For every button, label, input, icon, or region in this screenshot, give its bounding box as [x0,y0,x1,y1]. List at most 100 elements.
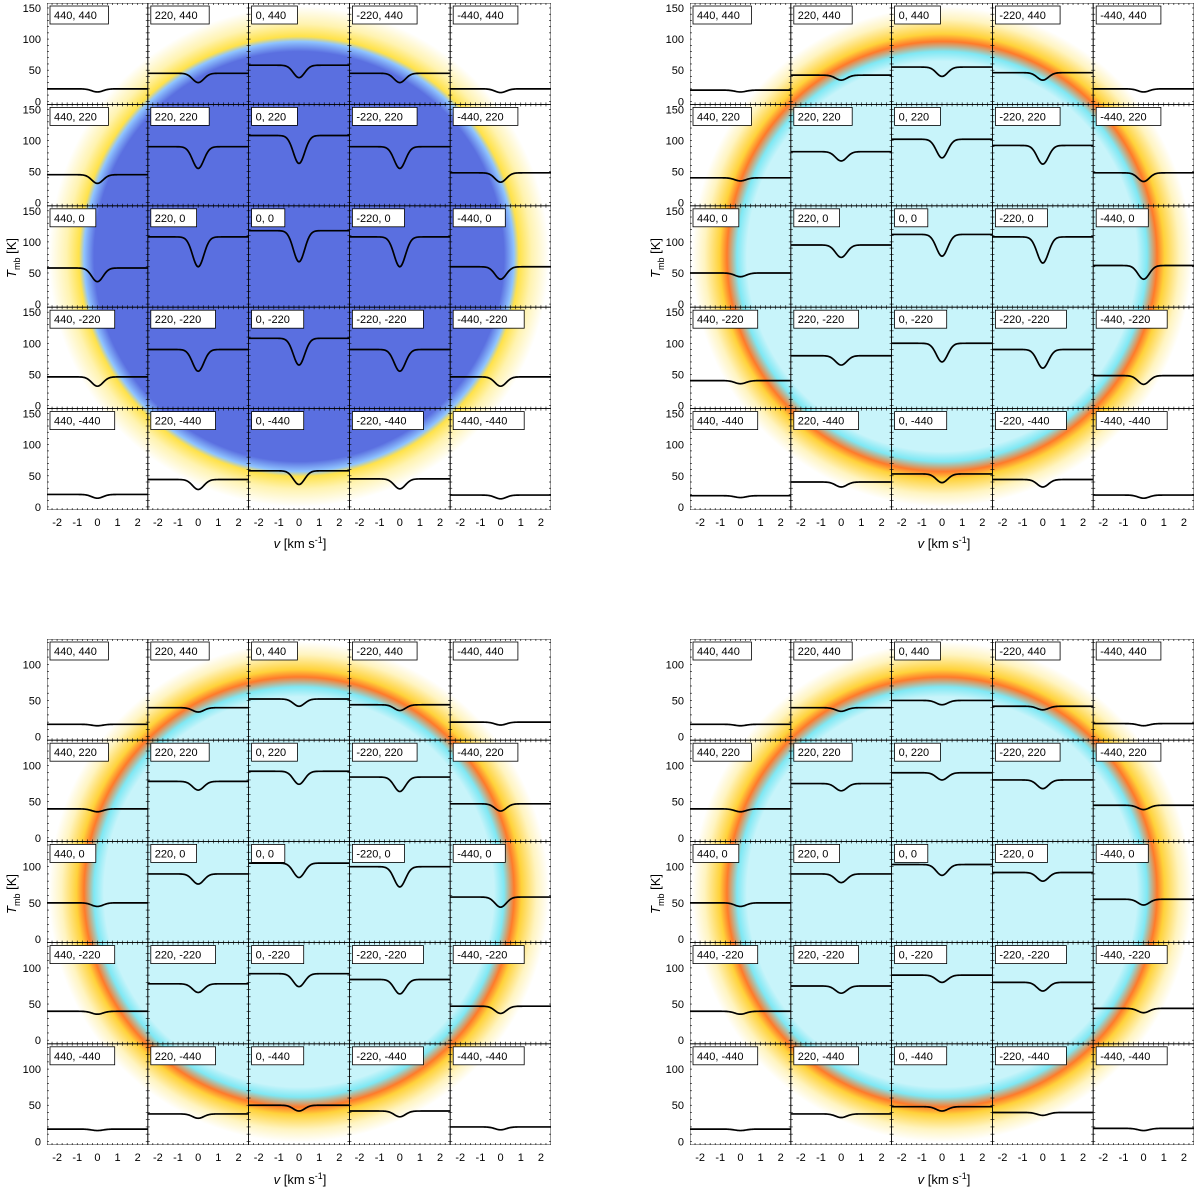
offset-label: 440, 220 [54,111,97,123]
x-tick-label: 1 [114,517,120,529]
y-tick-label: 100 [666,135,684,147]
y-tick-label: 0 [678,1136,684,1148]
x-tick-label: 2 [1181,517,1187,529]
y-tick-label: 150 [666,307,684,319]
x-tick-label: 1 [417,1152,423,1164]
x-tick-label: 0 [737,517,743,529]
chart-top-left: 440, 440 220, 440 0, 440 -220, 440 -440, 440… [23,3,551,529]
offset-label: -220, 440 [356,10,402,22]
offset-label: 440, -440 [697,1051,743,1063]
offset-label: 0, 440 [256,10,287,22]
offset-label: -220, -440 [356,416,406,428]
offset-label-box [894,309,948,329]
offset-label: 440, -220 [54,314,100,326]
x-tick-label: 1 [1060,517,1066,529]
offset-label-box [995,742,1061,762]
spectrum-cell: -440, 440 [449,3,551,105]
spectrum-line [47,88,148,93]
x-tick-label: 0 [94,517,100,529]
spectrum-line [891,138,993,159]
spectrum-line [47,808,148,813]
offset-label: 220, 220 [155,111,198,123]
spectrum-line [147,348,249,373]
offset-label-box [351,309,424,329]
spectrum-line [790,150,892,162]
offset-label: 220, 220 [798,111,841,123]
spectrum-cell: -220, -440 [992,408,1094,510]
y-tick-label: 0 [35,96,41,108]
spectrum-line [349,478,451,490]
y-tick-label: 50 [672,268,684,280]
offset-label-box [793,208,840,228]
offset-label-box [692,1046,759,1066]
spectrum-line [992,71,1094,81]
spectrum-cell: 0, -440 [891,1043,993,1145]
x-tick-label: 0 [737,1152,743,1164]
offset-label-box [1095,742,1162,762]
offset-label-box [351,208,405,228]
offset-label-box [150,208,198,228]
offset-label: -440, -220 [1100,314,1150,326]
x-tick-label: -2 [52,1152,62,1164]
offset-label-box [793,411,859,431]
y-tick-label: 100 [666,659,684,671]
offset-label-box [692,5,752,25]
spectrum-line [147,1113,249,1120]
offset-label-box [692,208,740,228]
y-tick-label: 150 [23,206,41,218]
offset-label-box [452,208,506,228]
x-tick-label: 1 [959,517,965,529]
spectrum-line [690,808,791,813]
y-tick-label: 100 [23,761,41,773]
x-tick-label: -2 [153,1152,163,1164]
spectrum-line [690,89,791,93]
offset-label-box [692,844,740,863]
offset-label-box [995,309,1067,329]
y-tick-label: 0 [35,400,41,412]
spectrum-cell: 0, 440 [891,3,993,105]
x-tick-label: 0 [498,517,504,529]
spectrum-line [47,1128,148,1132]
y-tick-label: 150 [666,409,684,421]
x-tick-label: -2 [355,1152,365,1164]
offset-label: 0, 440 [256,646,287,658]
spectrum-line [349,776,451,793]
offset-label: 0, 440 [899,10,930,22]
offset-label: 0, -440 [899,416,933,428]
x-tick-label: -2 [153,517,163,529]
spectrum-cell: -220, 0 [348,841,451,944]
spectrum-cell: 440, -440 [47,408,149,510]
y-tick-label: 50 [29,268,41,280]
spectrum-line [349,865,451,888]
x-tick-label: 1 [215,517,221,529]
offset-label: 440, -440 [54,1051,100,1063]
offset-label: -440, 440 [457,646,503,658]
offset-label-box [452,411,525,431]
offset-label-box [49,107,109,126]
x-tick-label: 2 [1080,1152,1086,1164]
y-axis-title-bottom-left: Tmb [K] [4,874,22,914]
x-tick-label: 0 [838,517,844,529]
spectrum-line [349,236,451,268]
y-tick-label: 100 [666,338,684,350]
spectrum-line [891,473,993,484]
offset-label-box [894,742,941,762]
offset-label: -440, 220 [1100,111,1146,123]
spectrum-cell: 220, 440 [790,3,892,105]
spectrum-cell: 440, 220 [690,104,792,207]
y-tick-label: 150 [666,104,684,116]
x-tick-label: 2 [878,517,884,529]
sky-disk [49,6,549,507]
x-tick-label: -1 [917,1152,927,1164]
spectrum-cell: -440, -440 [449,1043,551,1145]
spectrum-line [349,348,451,373]
x-tick-label: -1 [72,1152,82,1164]
offset-label-box [995,411,1067,431]
y-tick-label: 50 [672,369,684,381]
spectrum-line [1093,88,1194,93]
offset-label-box [251,742,298,762]
y-tick-label: 50 [672,1100,684,1112]
x-tick-label: 2 [979,1152,985,1164]
y-tick-label: 100 [666,440,684,452]
x-tick-label: -2 [455,1152,465,1164]
